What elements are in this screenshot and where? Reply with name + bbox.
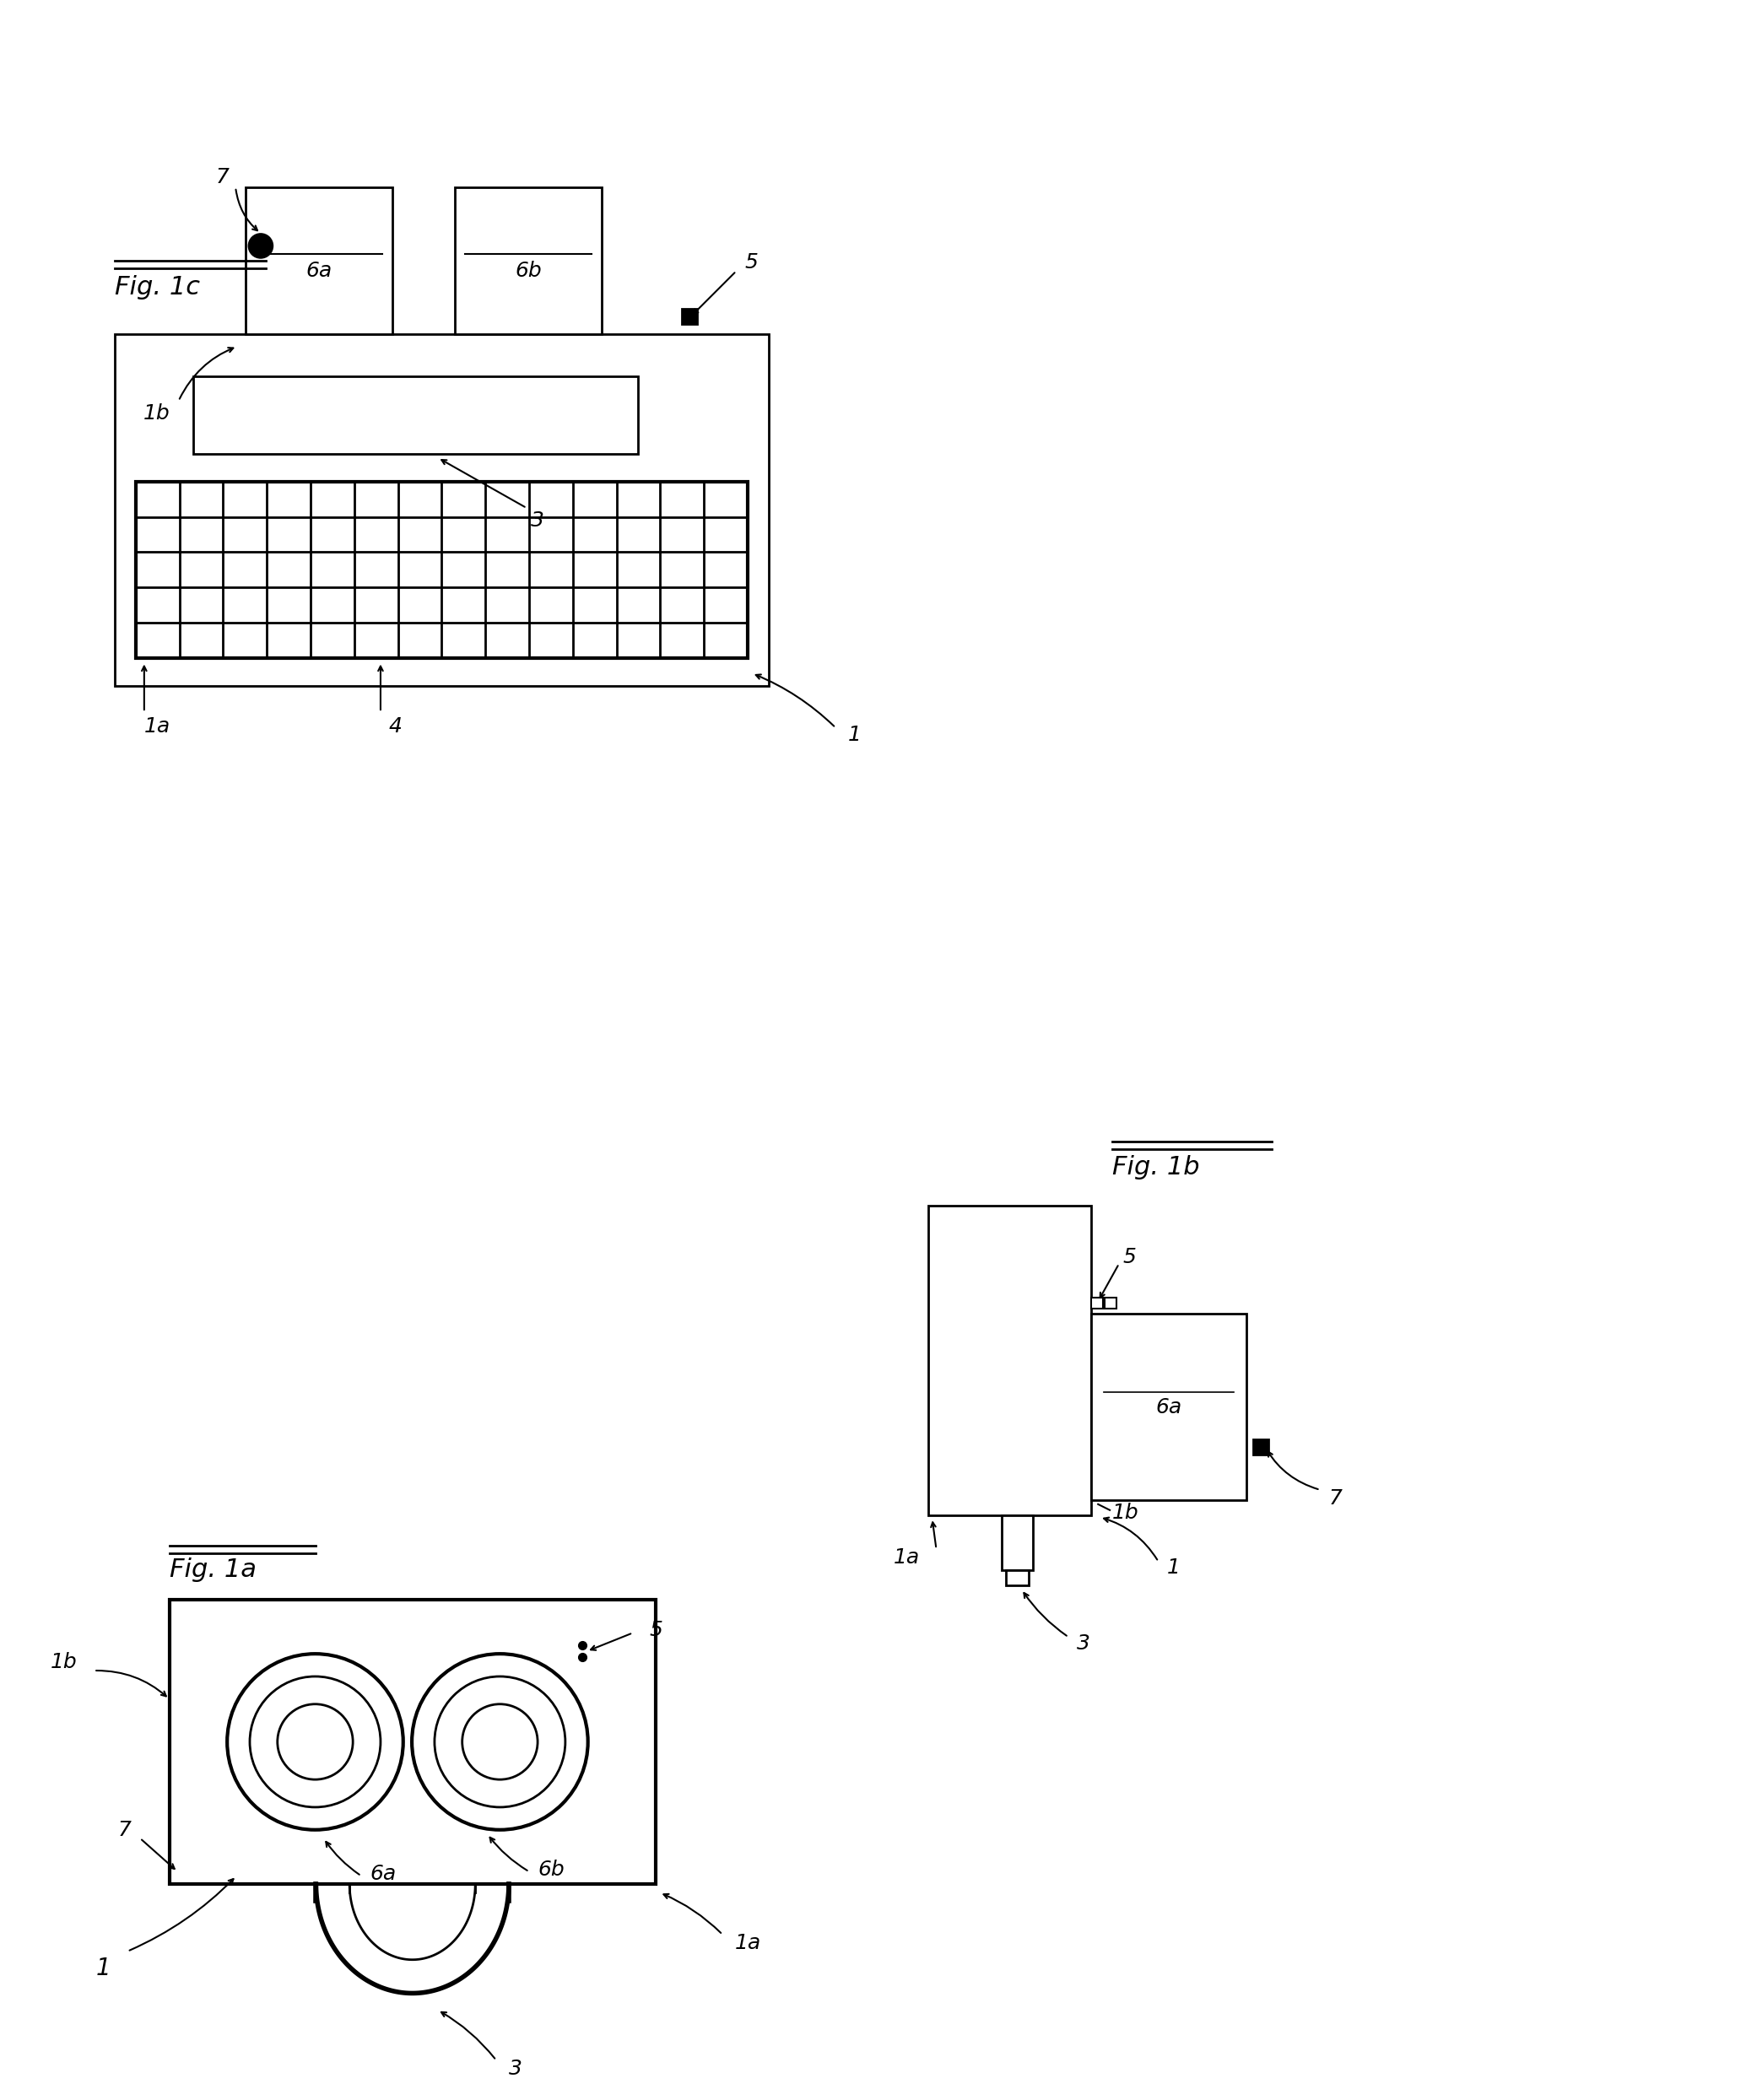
Text: 7: 7 bbox=[1329, 1489, 1343, 1508]
Text: 1b: 1b bbox=[51, 1653, 77, 1672]
Circle shape bbox=[435, 1676, 566, 1808]
Text: 7: 7 bbox=[215, 168, 229, 187]
Circle shape bbox=[412, 1655, 588, 1829]
Text: 3: 3 bbox=[531, 510, 545, 531]
Circle shape bbox=[227, 1655, 403, 1829]
Bar bbox=[115, 334, 768, 687]
Text: 1a: 1a bbox=[894, 1548, 920, 1567]
Text: 4: 4 bbox=[389, 716, 402, 737]
Text: 1: 1 bbox=[1166, 1558, 1180, 1577]
Bar bbox=[1105, 1298, 1116, 1308]
Text: 1: 1 bbox=[96, 1957, 110, 1980]
Bar bbox=[136, 481, 747, 657]
Circle shape bbox=[463, 1703, 538, 1779]
Bar bbox=[1006, 1571, 1028, 1586]
Text: 1a: 1a bbox=[145, 716, 171, 737]
Text: 5: 5 bbox=[744, 252, 758, 273]
Text: 1a: 1a bbox=[735, 1932, 761, 1953]
Text: 3: 3 bbox=[508, 2058, 522, 2079]
Circle shape bbox=[278, 1703, 353, 1779]
Text: Fig. 1c: Fig. 1c bbox=[115, 275, 201, 300]
Bar bbox=[169, 1600, 655, 1884]
Bar bbox=[1254, 1441, 1268, 1455]
Text: 7: 7 bbox=[119, 1821, 131, 1840]
Bar bbox=[927, 1205, 1091, 1516]
Bar bbox=[1002, 1516, 1034, 1571]
Bar bbox=[194, 376, 637, 454]
Text: Fig. 1b: Fig. 1b bbox=[1112, 1155, 1200, 1180]
Bar bbox=[454, 187, 602, 334]
Text: 6b: 6b bbox=[538, 1861, 564, 1879]
Text: 5: 5 bbox=[1123, 1247, 1137, 1266]
Text: 1b: 1b bbox=[143, 403, 169, 424]
Bar bbox=[681, 309, 697, 323]
Text: 1b: 1b bbox=[1112, 1502, 1138, 1523]
Text: 3: 3 bbox=[1077, 1634, 1090, 1655]
Text: Fig. 1a: Fig. 1a bbox=[169, 1558, 257, 1581]
Text: 6b: 6b bbox=[515, 260, 541, 281]
Circle shape bbox=[250, 235, 272, 258]
Bar bbox=[1091, 1315, 1247, 1499]
Text: 6a: 6a bbox=[370, 1865, 396, 1884]
Bar bbox=[246, 187, 393, 334]
Circle shape bbox=[250, 1676, 381, 1808]
Text: 1: 1 bbox=[849, 724, 863, 746]
Text: 5: 5 bbox=[650, 1621, 663, 1640]
Bar bbox=[1091, 1298, 1103, 1308]
Text: 6a: 6a bbox=[1156, 1397, 1182, 1418]
Text: 6a: 6a bbox=[306, 260, 332, 281]
